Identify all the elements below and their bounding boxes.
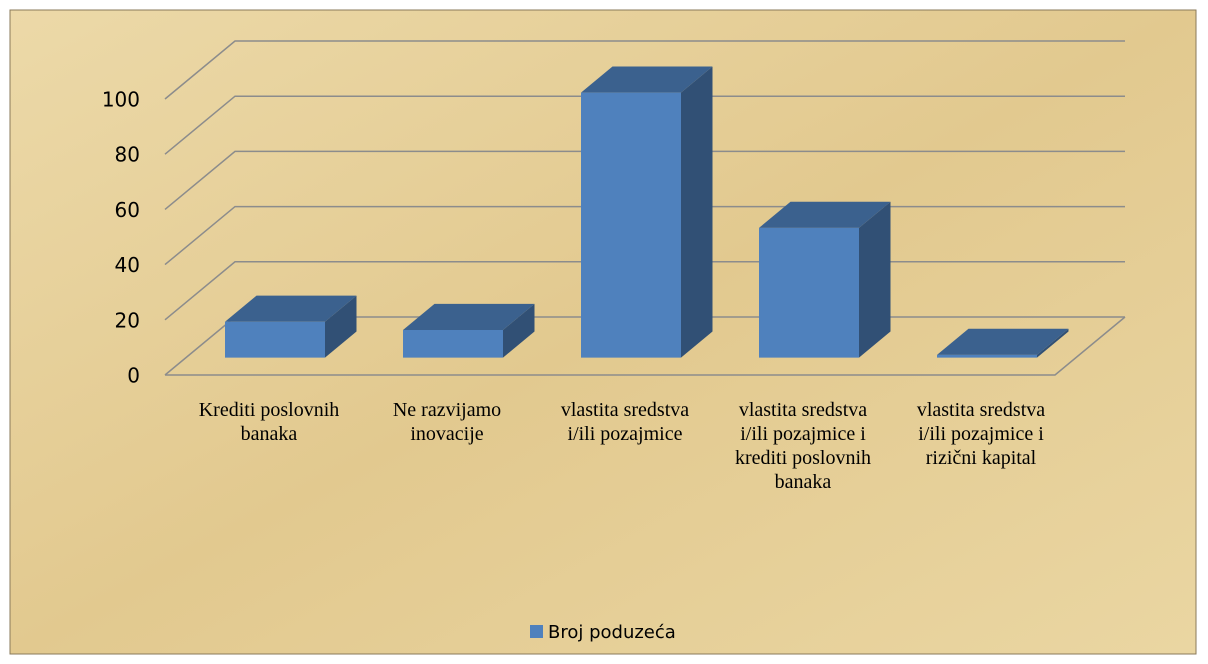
bar-side [503,303,535,358]
bar [403,330,503,358]
x-tick-label: Krediti poslovnih banaka [198,399,340,445]
legend-swatch [530,625,543,638]
y-tick-label: 80 [115,143,140,167]
y-tick-label: 100 [102,88,140,112]
bar-side [681,66,713,358]
x-tick-label: vlastita sredstva i/ili pozajmice i rizi… [916,399,1046,469]
x-tick-label: Ne razvijamo inovacije [392,399,502,445]
grid-line [164,95,1125,155]
bar-top [581,66,713,93]
bar-top [937,328,1069,355]
bar-side [1037,328,1069,358]
y-tick-label: 20 [115,308,140,332]
bar [937,354,1037,358]
bar-top [403,303,535,330]
y-tick-label: 0 [127,364,140,388]
bar-top [225,295,357,322]
bar [225,321,325,358]
bar-top [759,201,891,228]
grid-line [164,40,1125,100]
floor-edge [165,316,1126,376]
legend-label: Broj poduzeća [548,622,676,643]
x-tick-label: vlastita sredstva i/ili pozajmice i kred… [734,399,872,493]
x-tick-label: vlastita sredstva i/ili pozajmice [560,399,690,445]
y-tick-label: 40 [115,253,140,277]
bar [581,92,681,358]
bar-side [325,295,357,358]
bar [759,227,859,358]
grid-line [164,150,1125,210]
y-tick-label: 60 [115,198,140,222]
bar-side [859,201,891,358]
